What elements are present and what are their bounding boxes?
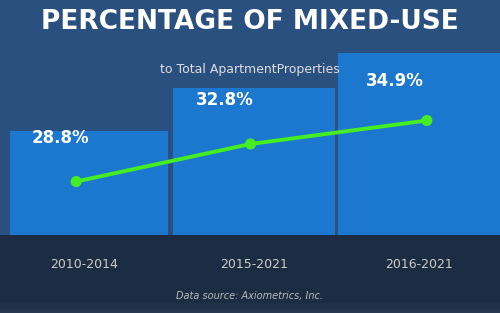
Bar <box>0 305 500 310</box>
Bar <box>0 306 500 312</box>
Point <box>423 118 431 123</box>
Text: PERCENTAGE OF MIXED-USE: PERCENTAGE OF MIXED-USE <box>41 9 459 35</box>
Bar <box>0 306 500 311</box>
Bar <box>0 305 500 310</box>
Bar <box>0 307 500 312</box>
Point <box>72 179 80 184</box>
Bar <box>0 305 500 310</box>
Bar <box>0 305 500 311</box>
Text: 2010-2014: 2010-2014 <box>50 258 118 271</box>
Bar <box>0 306 500 311</box>
Bar <box>10 131 168 235</box>
Bar <box>0 307 500 313</box>
Bar <box>0 305 500 310</box>
Bar <box>0 305 500 311</box>
Bar <box>0 305 500 310</box>
Bar <box>0 303 500 309</box>
Bar <box>0 306 500 312</box>
Bar <box>0 307 500 313</box>
Text: to Total ApartmentProperties: to Total ApartmentProperties <box>160 63 340 76</box>
Text: 2015-2021: 2015-2021 <box>220 258 288 271</box>
Bar <box>0 304 500 309</box>
Bar <box>0 304 500 309</box>
Bar <box>0 303 500 308</box>
Text: 34.9%: 34.9% <box>366 72 424 90</box>
Bar <box>0 305 500 310</box>
Bar <box>0 304 500 310</box>
Bar <box>0 307 500 312</box>
Bar <box>0 305 500 310</box>
Bar <box>0 304 500 309</box>
Bar <box>0 308 500 313</box>
Bar <box>0 304 500 309</box>
Bar <box>0 305 500 310</box>
Bar <box>0 304 500 309</box>
Bar <box>0 306 500 311</box>
Bar <box>0 307 500 312</box>
Bar <box>0 305 500 310</box>
Bar <box>0 307 500 313</box>
Bar <box>0 307 500 312</box>
Bar <box>0 303 500 309</box>
Bar <box>0 308 500 313</box>
Bar <box>0 306 500 311</box>
Text: 2016-2021: 2016-2021 <box>385 258 453 271</box>
Bar <box>0 306 500 311</box>
Bar <box>0 307 500 312</box>
Bar <box>0 235 500 313</box>
Bar <box>0 303 500 308</box>
Text: 28.8%: 28.8% <box>31 129 89 147</box>
Point <box>246 141 254 146</box>
Bar <box>0 305 500 310</box>
Bar <box>172 88 335 235</box>
Bar <box>0 303 500 308</box>
Bar <box>0 304 500 310</box>
Bar <box>0 307 500 312</box>
Bar <box>0 307 500 312</box>
Bar <box>0 308 500 313</box>
Bar <box>0 306 500 312</box>
Bar <box>0 303 500 308</box>
Bar <box>0 304 500 309</box>
Bar <box>0 306 500 311</box>
Bar <box>338 53 500 235</box>
Bar <box>0 304 500 310</box>
Text: 32.8%: 32.8% <box>196 91 254 109</box>
Text: Data source: Axiometrics, Inc.: Data source: Axiometrics, Inc. <box>176 291 324 301</box>
Bar <box>0 306 500 311</box>
Bar <box>0 303 500 308</box>
Bar <box>0 306 500 311</box>
Bar <box>0 304 500 309</box>
Bar <box>0 305 500 310</box>
Bar <box>0 303 500 308</box>
Bar <box>0 303 500 309</box>
Bar <box>0 304 500 309</box>
Bar <box>0 303 500 308</box>
Bar <box>0 305 500 310</box>
Bar <box>0 307 500 312</box>
